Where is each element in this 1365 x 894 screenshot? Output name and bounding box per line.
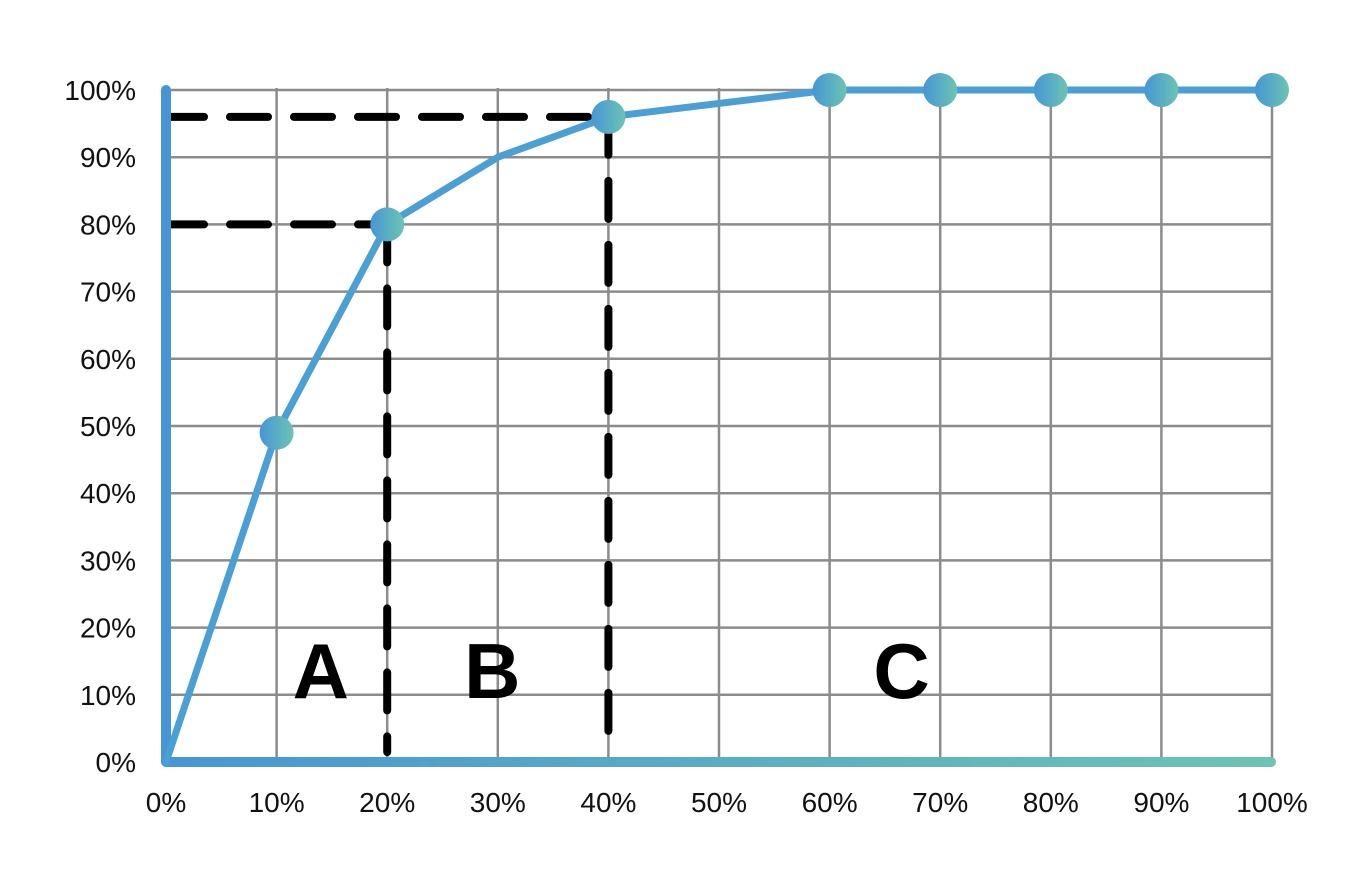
y-tick-label: 60% (80, 344, 136, 375)
y-tick-label: 20% (80, 613, 136, 644)
data-point-marker (1144, 73, 1179, 107)
x-tick-label: 80% (1023, 787, 1079, 818)
region-label-c: C (873, 627, 929, 715)
region-label-a: A (293, 627, 349, 715)
x-tick-label: 100% (1236, 787, 1308, 818)
y-tick-label: 30% (80, 545, 136, 576)
y-tick-label: 80% (80, 209, 136, 240)
y-tick-label: 70% (80, 277, 136, 308)
x-tick-label: 30% (470, 787, 526, 818)
x-tick-label: 0% (146, 787, 186, 818)
data-point-marker (812, 73, 847, 107)
axes (161, 85, 1276, 767)
y-tick-label: 90% (80, 142, 136, 173)
y-tick-labels: 0% 10% 20% 30% 40% 50% 60% 70% 80% 90% 100% (64, 75, 136, 778)
data-point-marker (591, 99, 626, 134)
data-point-marker (1033, 73, 1068, 107)
data-point-marker (1255, 73, 1289, 107)
data-point-marker (370, 207, 405, 242)
y-tick-label: 0% (96, 747, 136, 778)
x-tick-labels: 0% 10% 20% 30% 40% 50% 60% 70% 80% 90% 100% (146, 787, 1308, 818)
y-tick-label: 10% (80, 680, 136, 711)
x-axis (162, 757, 1276, 767)
x-tick-label: 20% (359, 787, 415, 818)
x-tick-label: 90% (1133, 787, 1189, 818)
region-label-b: B (464, 627, 520, 715)
x-tick-label: 60% (802, 787, 858, 818)
series-line (162, 86, 1276, 766)
grid (166, 88, 1274, 762)
y-tick-label: 40% (80, 478, 136, 509)
series (162, 73, 1289, 766)
x-tick-label: 40% (580, 787, 636, 818)
x-tick-label: 50% (691, 787, 747, 818)
y-tick-label: 100% (64, 75, 136, 106)
y-tick-label: 50% (80, 411, 136, 442)
data-point-marker (259, 415, 294, 450)
reference-lines (162, 112, 613, 756)
x-tick-label: 70% (912, 787, 968, 818)
data-point-marker (923, 73, 958, 107)
x-tick-label: 10% (249, 787, 305, 818)
region-labels: A B C (293, 627, 930, 715)
